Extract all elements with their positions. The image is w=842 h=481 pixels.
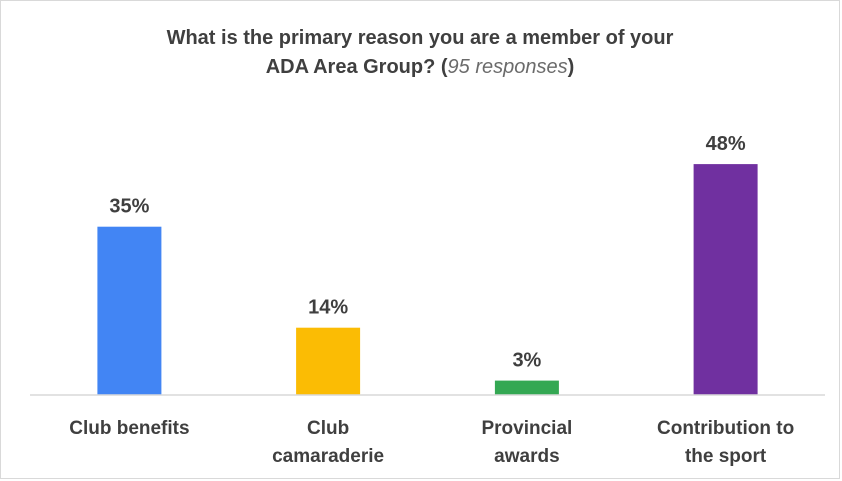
bar-value-label-2: 14%	[308, 297, 348, 319]
category-label-4: Contribution to the sport	[657, 418, 794, 467]
bar-2	[296, 327, 361, 395]
bar-value-label-1: 35%	[109, 196, 149, 218]
bar-4	[693, 164, 758, 395]
chart-title-line-1: What is the primary reason you are a mem…	[166, 27, 674, 49]
chart-title-prefix: ADA Area Group? (	[265, 56, 448, 78]
chart-title: What is the primary reason you are a mem…	[60, 24, 780, 82]
chart-title-suffix: )	[567, 56, 575, 78]
bar-1	[97, 226, 162, 395]
category-label-1: Club benefits	[69, 418, 189, 439]
category-label-2: Club camaraderie	[272, 418, 384, 467]
chart-title-note: 95 responses	[447, 56, 568, 78]
bar-3	[494, 380, 559, 395]
bar-value-label-4: 48%	[706, 133, 746, 155]
bar-value-label-3: 3%	[512, 350, 541, 372]
chart-title-line-2: ADA Area Group? (95 responses)	[60, 53, 780, 82]
category-label-3: Provincial awards	[481, 418, 572, 467]
